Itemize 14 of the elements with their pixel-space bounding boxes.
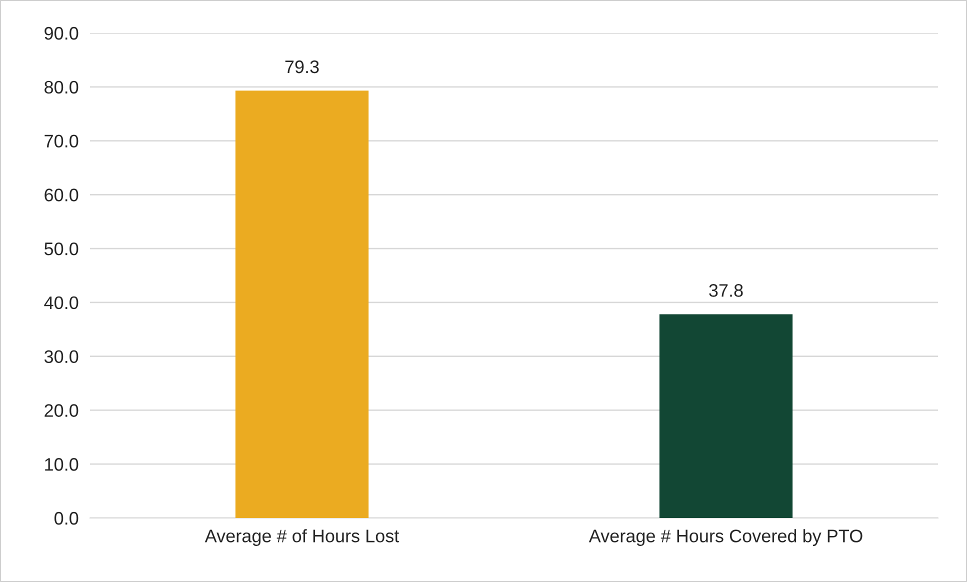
- y-tick-label: 60.0: [44, 188, 78, 202]
- data-label: 79.3: [285, 60, 319, 74]
- y-tick-label: 70.0: [44, 134, 78, 148]
- data-label: 37.8: [709, 284, 743, 297]
- y-tick-label: 30.0: [44, 350, 78, 364]
- y-tick-label: 90.0: [44, 26, 78, 40]
- x-tick-label: Average # of Hours Lost: [204, 529, 400, 546]
- y-tick-label: 40.0: [44, 296, 78, 310]
- y-tick-label: 50.0: [44, 242, 78, 256]
- y-tick-label: 10.0: [45, 458, 78, 471]
- x-tick-label: Average # Hours Covered by PTO: [588, 529, 862, 546]
- y-tick-label: 80.0: [44, 80, 78, 94]
- y-tick-label: 20.0: [44, 404, 78, 417]
- y-tick-label: 0.0: [54, 512, 78, 525]
